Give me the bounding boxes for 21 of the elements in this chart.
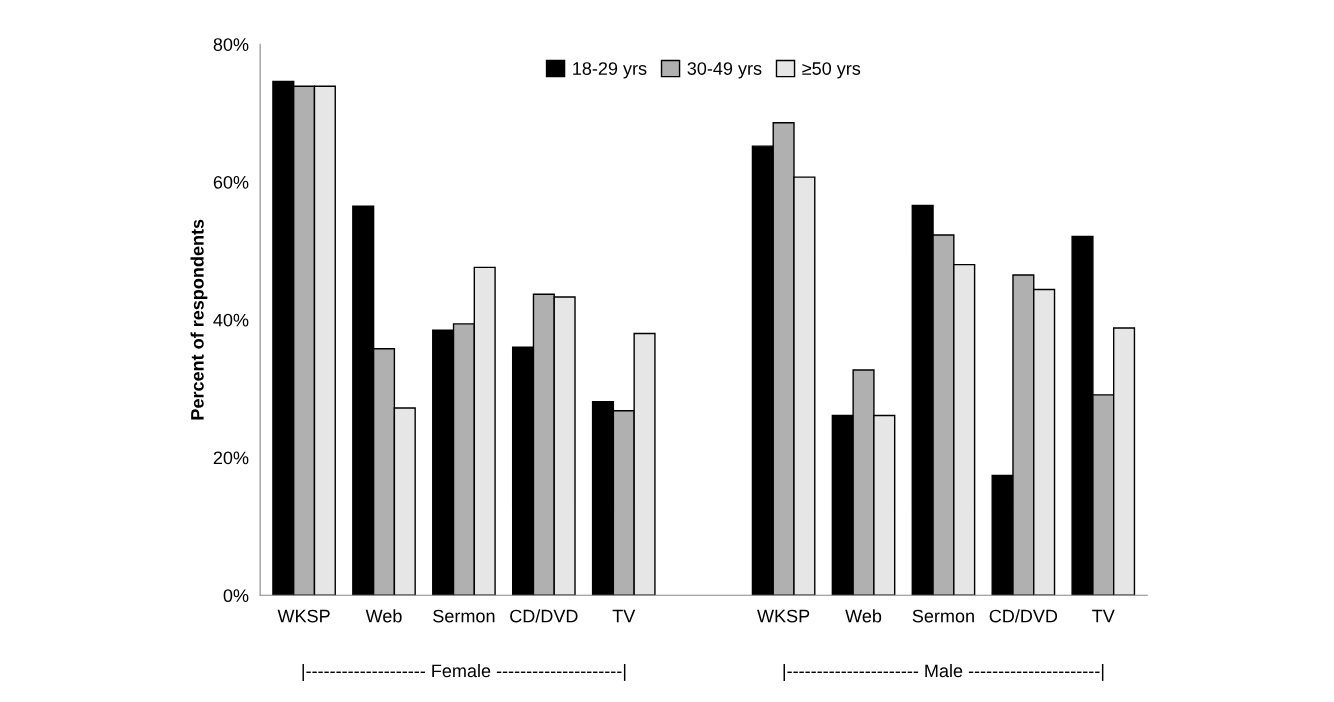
x-tick-label: TV	[1092, 609, 1115, 623]
y-tick-label: 20%	[213, 451, 249, 465]
x-tick-label: CD/DVD	[510, 609, 578, 623]
legend-label: 18-29 yrs	[573, 62, 647, 79]
legend-label: 30-49 yrs	[687, 62, 762, 79]
legend-label: ≥50 yrs	[802, 62, 861, 79]
x-tick-label: Web	[845, 609, 882, 623]
y-tick-label: 0%	[223, 589, 249, 603]
x-tick-label: Web	[365, 609, 402, 623]
y-tick-label: 40%	[213, 313, 249, 327]
x-tick-label: TV	[612, 609, 636, 623]
x-tick-label: WKSP	[757, 609, 810, 623]
x-tick-label: Sermon	[433, 609, 495, 623]
y-axis-title: Percent of respondents	[190, 219, 208, 420]
y-tick-label: 80%	[213, 38, 249, 51]
x-tick-label: Sermon	[912, 609, 974, 623]
x-tick-label: WKSP	[277, 609, 330, 623]
x-tick-label: CD/DVD	[989, 609, 1058, 623]
y-tick-label: 60%	[213, 175, 249, 189]
text: |-------------------- Female ---------------------|	[302, 663, 626, 681]
text: |---------------------- Male ----------------------|	[783, 663, 1104, 681]
